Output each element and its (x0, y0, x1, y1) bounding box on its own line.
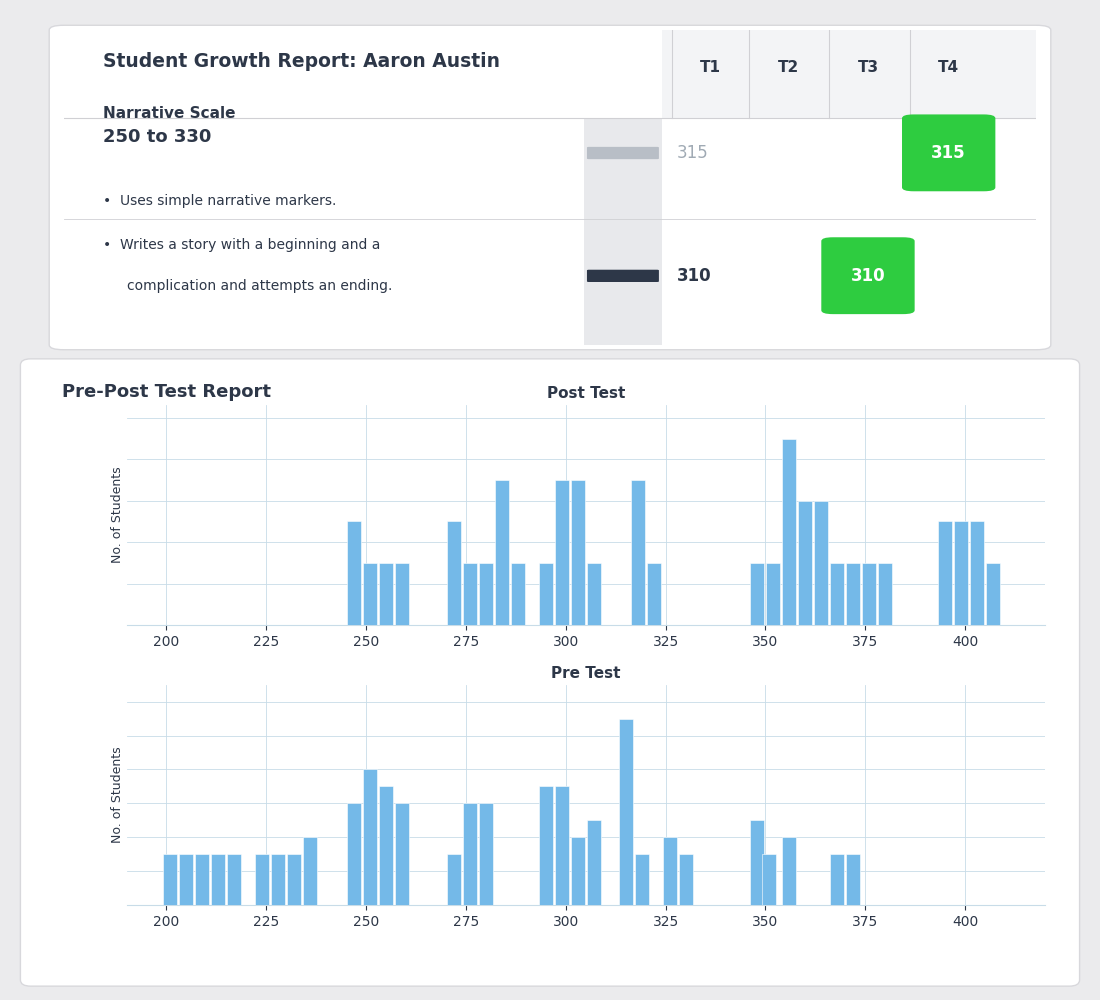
Bar (846, 563, 860, 625)
Bar (986, 563, 1000, 625)
Text: Student Growth Report: Aaron Austin: Student Growth Report: Aaron Austin (102, 52, 499, 71)
Bar (211, 854, 226, 905)
Text: 310: 310 (676, 267, 711, 285)
Bar (363, 563, 377, 625)
Bar (750, 563, 764, 625)
Text: 250 to 330: 250 to 330 (102, 128, 211, 146)
Bar (554, 786, 569, 905)
Text: •  Uses simple narrative markers.: • Uses simple narrative markers. (102, 194, 337, 208)
Bar (379, 786, 393, 905)
FancyBboxPatch shape (902, 114, 996, 191)
Text: 315: 315 (676, 144, 708, 162)
FancyBboxPatch shape (587, 270, 659, 282)
FancyBboxPatch shape (662, 30, 1036, 118)
Bar (304, 837, 317, 905)
Title: Pre Test: Pre Test (551, 666, 620, 681)
Text: 315: 315 (932, 144, 966, 162)
Bar (463, 803, 477, 905)
Bar (272, 854, 285, 905)
Text: Narrative Scale: Narrative Scale (102, 106, 235, 121)
Text: T2: T2 (778, 60, 799, 75)
Bar (814, 501, 828, 625)
Bar (571, 480, 585, 625)
Bar (255, 854, 270, 905)
Bar (379, 563, 393, 625)
Title: Post Test: Post Test (547, 386, 625, 401)
Bar (348, 521, 361, 625)
Bar (679, 854, 693, 905)
Bar (782, 439, 796, 625)
Bar (196, 854, 209, 905)
Bar (635, 854, 649, 905)
Text: Pre-Post Test Report: Pre-Post Test Report (62, 383, 271, 401)
Y-axis label: No. of Students: No. of Students (111, 467, 123, 563)
Bar (395, 563, 409, 625)
Bar (586, 563, 601, 625)
Bar (463, 563, 477, 625)
Y-axis label: No. of Students: No. of Students (111, 747, 123, 843)
Bar (447, 521, 461, 625)
Bar (395, 803, 409, 905)
FancyBboxPatch shape (584, 118, 662, 345)
FancyBboxPatch shape (21, 359, 1079, 986)
Bar (954, 521, 968, 625)
Bar (586, 820, 601, 905)
Bar (830, 563, 845, 625)
Bar (539, 786, 553, 905)
Bar (348, 803, 361, 905)
Bar (363, 769, 377, 905)
Text: •  Writes a story with a beginning and a: • Writes a story with a beginning and a (102, 238, 381, 252)
Bar (554, 480, 569, 625)
Text: complication and attempts an ending.: complication and attempts an ending. (126, 279, 393, 293)
Bar (762, 854, 777, 905)
Bar (662, 837, 676, 905)
Bar (938, 521, 953, 625)
Bar (830, 854, 845, 905)
Bar (647, 563, 661, 625)
Bar (767, 563, 780, 625)
Bar (618, 719, 632, 905)
Text: T4: T4 (938, 60, 959, 75)
Bar (495, 480, 509, 625)
Bar (164, 854, 177, 905)
Bar (478, 803, 493, 905)
Bar (478, 563, 493, 625)
Bar (750, 820, 764, 905)
Bar (571, 837, 585, 905)
FancyBboxPatch shape (50, 25, 1050, 350)
Bar (447, 854, 461, 905)
Bar (287, 854, 301, 905)
Bar (846, 854, 860, 905)
Bar (630, 480, 645, 625)
Bar (782, 837, 796, 905)
Bar (799, 501, 813, 625)
Bar (539, 563, 553, 625)
Text: T3: T3 (857, 60, 879, 75)
Bar (510, 563, 525, 625)
FancyBboxPatch shape (587, 147, 659, 159)
Bar (970, 521, 985, 625)
Bar (179, 854, 194, 905)
Text: T1: T1 (700, 60, 720, 75)
Bar (878, 563, 892, 625)
Bar (228, 854, 241, 905)
Bar (862, 563, 877, 625)
FancyBboxPatch shape (822, 237, 915, 314)
Text: 310: 310 (850, 267, 886, 285)
